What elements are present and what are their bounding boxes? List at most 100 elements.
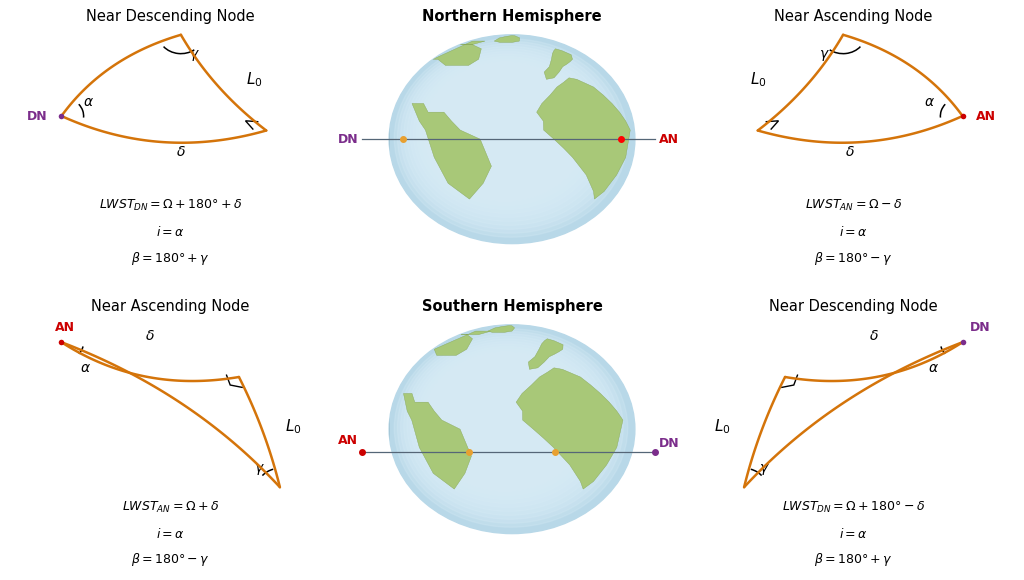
- Polygon shape: [516, 368, 623, 489]
- Text: Near Descending Node: Near Descending Node: [769, 299, 938, 314]
- Polygon shape: [403, 393, 471, 489]
- Circle shape: [461, 92, 535, 154]
- Text: AN: AN: [338, 434, 358, 447]
- Text: $\alpha$: $\alpha$: [928, 361, 939, 375]
- Text: $L_0$: $L_0$: [246, 70, 262, 89]
- Text: DN: DN: [970, 321, 990, 334]
- Text: $i = \alpha$: $i = \alpha$: [839, 527, 867, 541]
- Circle shape: [420, 349, 592, 495]
- Circle shape: [426, 354, 584, 488]
- Text: Northern Hemisphere: Northern Hemisphere: [422, 9, 602, 24]
- Text: $\alpha$: $\alpha$: [80, 361, 91, 375]
- Polygon shape: [544, 49, 572, 79]
- Circle shape: [458, 379, 539, 448]
- Circle shape: [389, 325, 635, 534]
- Text: $LWST_{AN} = \Omega + \delta$: $LWST_{AN} = \Omega + \delta$: [122, 500, 219, 515]
- Circle shape: [397, 331, 624, 523]
- Circle shape: [407, 49, 610, 222]
- Text: $\beta = 180° + \gamma$: $\beta = 180° + \gamma$: [814, 551, 893, 568]
- Circle shape: [414, 344, 601, 503]
- Text: AN: AN: [54, 321, 75, 334]
- Text: Near Descending Node: Near Descending Node: [86, 9, 255, 24]
- Circle shape: [455, 377, 543, 452]
- Text: Southern Hemisphere: Southern Hemisphere: [422, 299, 602, 314]
- Circle shape: [452, 84, 548, 166]
- Text: AN: AN: [658, 133, 679, 146]
- Text: $L_0$: $L_0$: [750, 70, 766, 89]
- Text: $LWST_{AN} = \Omega - \delta$: $LWST_{AN} = \Omega - \delta$: [805, 198, 902, 213]
- Text: $\alpha$: $\alpha$: [925, 95, 935, 108]
- Circle shape: [389, 35, 635, 244]
- Text: $\gamma$: $\gamma$: [818, 48, 829, 63]
- Text: $\delta$: $\delta$: [176, 145, 185, 160]
- Circle shape: [411, 52, 605, 218]
- Text: $\gamma$: $\gamma$: [759, 462, 770, 477]
- Circle shape: [403, 46, 614, 226]
- Circle shape: [432, 359, 574, 480]
- Text: $\delta$: $\delta$: [145, 329, 155, 343]
- Text: $\gamma$: $\gamma$: [189, 48, 200, 63]
- Circle shape: [470, 99, 521, 142]
- Circle shape: [417, 346, 597, 499]
- Text: $LWST_{DN} = \Omega + 180° + \delta$: $LWST_{DN} = \Omega + 180° + \delta$: [99, 198, 243, 213]
- Circle shape: [403, 336, 614, 516]
- Circle shape: [407, 339, 610, 512]
- Text: $\delta$: $\delta$: [845, 145, 855, 160]
- Text: AN: AN: [976, 110, 996, 122]
- Circle shape: [464, 95, 529, 150]
- Circle shape: [445, 369, 556, 464]
- Text: DN: DN: [658, 437, 679, 450]
- Text: $\gamma$: $\gamma$: [254, 462, 265, 477]
- Circle shape: [470, 389, 521, 432]
- Text: $\alpha$: $\alpha$: [83, 95, 94, 108]
- Text: DN: DN: [338, 133, 358, 146]
- Polygon shape: [412, 103, 492, 199]
- Circle shape: [394, 39, 628, 237]
- Text: $\beta = 180° + \gamma$: $\beta = 180° + \gamma$: [131, 249, 210, 267]
- Circle shape: [417, 56, 597, 209]
- Polygon shape: [528, 339, 563, 369]
- Text: $LWST_{DN} = \Omega + 180° - \delta$: $LWST_{DN} = \Omega + 180° - \delta$: [781, 500, 925, 515]
- Circle shape: [464, 385, 529, 440]
- Text: $i = \alpha$: $i = \alpha$: [157, 225, 185, 239]
- Text: Near Ascending Node: Near Ascending Node: [774, 9, 933, 24]
- Circle shape: [429, 67, 579, 194]
- Circle shape: [435, 361, 570, 476]
- Circle shape: [400, 334, 618, 519]
- Text: $i = \alpha$: $i = \alpha$: [839, 225, 867, 239]
- Circle shape: [452, 374, 548, 456]
- Text: $\delta$: $\delta$: [869, 329, 879, 343]
- Text: $i = \alpha$: $i = \alpha$: [157, 527, 185, 541]
- Polygon shape: [434, 331, 490, 356]
- Text: $L_0$: $L_0$: [714, 417, 730, 436]
- Text: Near Ascending Node: Near Ascending Node: [91, 299, 250, 314]
- Circle shape: [442, 367, 561, 468]
- Circle shape: [442, 77, 561, 178]
- Circle shape: [449, 82, 552, 170]
- Circle shape: [400, 44, 618, 229]
- Circle shape: [423, 351, 588, 492]
- Circle shape: [423, 61, 588, 202]
- Circle shape: [438, 364, 565, 472]
- Circle shape: [414, 54, 601, 213]
- Circle shape: [449, 372, 552, 460]
- Circle shape: [458, 89, 539, 158]
- Circle shape: [461, 382, 535, 444]
- Text: $\beta = 180° - \gamma$: $\beta = 180° - \gamma$: [131, 551, 210, 568]
- Circle shape: [467, 97, 525, 146]
- Polygon shape: [487, 325, 515, 332]
- Circle shape: [438, 74, 565, 182]
- Circle shape: [432, 69, 574, 190]
- Circle shape: [467, 387, 525, 436]
- Circle shape: [426, 64, 584, 198]
- Circle shape: [445, 79, 556, 174]
- Circle shape: [455, 87, 543, 162]
- Circle shape: [397, 41, 624, 233]
- Polygon shape: [433, 41, 485, 66]
- Text: $\beta = 180° - \gamma$: $\beta = 180° - \gamma$: [814, 249, 893, 267]
- Circle shape: [429, 357, 579, 484]
- Text: DN: DN: [28, 110, 48, 122]
- Polygon shape: [495, 35, 520, 42]
- Circle shape: [394, 329, 628, 527]
- Polygon shape: [537, 78, 630, 199]
